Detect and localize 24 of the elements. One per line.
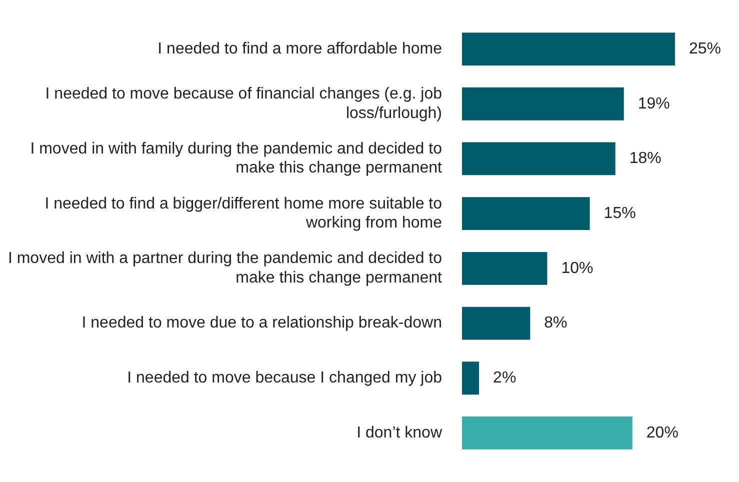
bar [462, 197, 590, 230]
y-tick-label: I needed to move due to a relationship break-down [82, 314, 442, 332]
data-label: 18% [629, 150, 662, 168]
data-label: 2% [493, 370, 516, 387]
y-tick-label: I moved in with a partner during the pandemic and decided to make this change permanent [8, 250, 443, 286]
data-label: 8% [544, 314, 568, 332]
y-tick-label: I needed to find a more affordable home [158, 40, 442, 58]
bar [462, 306, 530, 340]
y-tick-label: I needed to move because I changed my job [127, 370, 442, 387]
bar [462, 362, 480, 395]
data-label: 15% [604, 204, 636, 222]
data-label: 20% [646, 424, 678, 442]
bar [462, 252, 548, 285]
bar [462, 142, 616, 176]
data-label: 10% [561, 260, 594, 277]
bar [462, 32, 675, 66]
data-label: 25% [689, 40, 722, 58]
y-tick-label: I needed to move because of financial changes (e.g. job loss/furlough) [45, 86, 442, 122]
bar [462, 416, 632, 450]
bar [462, 87, 624, 120]
data-label: 19% [638, 95, 670, 112]
y-tick-label: I don’t know [356, 424, 442, 442]
y-tick-label: I needed to find a bigger/different home more suitable to working from home [44, 195, 442, 232]
y-tick-label: I moved in with family during the pandemic and decided to make this change permanent [30, 140, 443, 177]
